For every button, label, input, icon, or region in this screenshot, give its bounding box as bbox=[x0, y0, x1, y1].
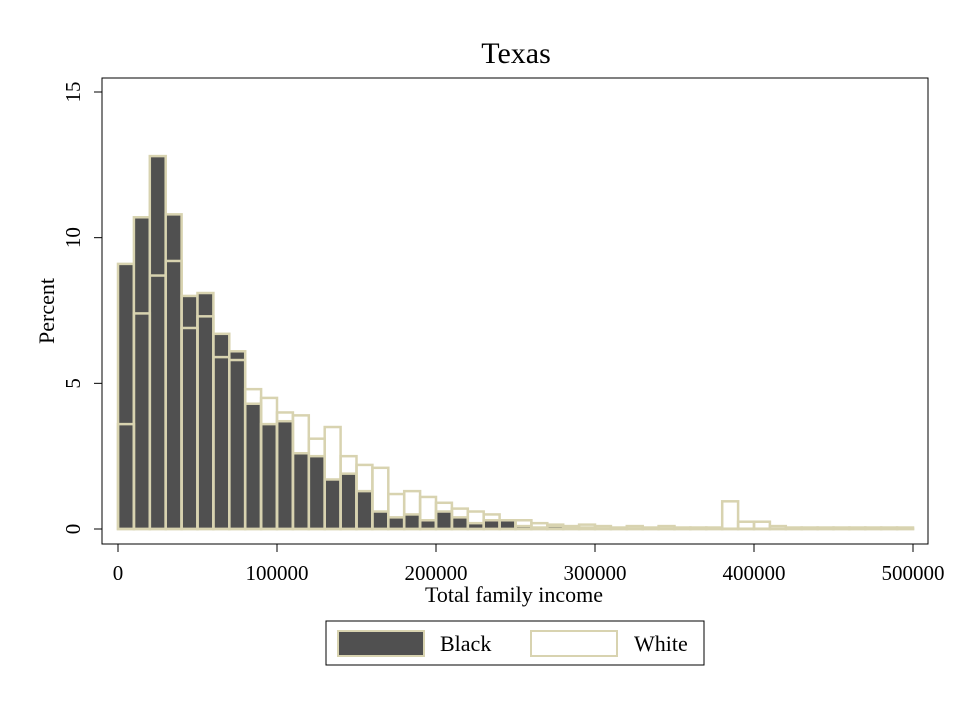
bar-black-13 bbox=[323, 478, 342, 531]
bar-white-49 bbox=[895, 526, 915, 531]
y-tick-label-0: 0 bbox=[61, 524, 85, 535]
bar-black-19 bbox=[418, 519, 438, 531]
bar-black-11 bbox=[291, 452, 311, 531]
bar-black-20 bbox=[434, 510, 454, 531]
bar-black-21 bbox=[450, 516, 470, 531]
y-tick-label-3: 15 bbox=[61, 82, 85, 103]
bar-white-31 bbox=[609, 526, 629, 531]
bar-black-10 bbox=[275, 419, 295, 531]
legend-swatch-white bbox=[530, 630, 618, 657]
bar-black-17 bbox=[387, 516, 406, 531]
bar-black-24 bbox=[498, 519, 517, 531]
y-tick-label-2: 10 bbox=[61, 227, 85, 248]
bar-white-38 bbox=[720, 500, 740, 531]
bar-white-48 bbox=[879, 526, 899, 531]
bar-white-37 bbox=[705, 526, 724, 531]
chart-title: Texas bbox=[481, 37, 551, 70]
bar-black-5 bbox=[196, 291, 215, 531]
bar-white-45 bbox=[832, 526, 851, 531]
x-tick-label-0: 0 bbox=[113, 561, 124, 585]
x-tick-label-4: 400000 bbox=[723, 561, 786, 585]
y-axis-label: Percent bbox=[34, 278, 59, 344]
bar-white-46 bbox=[848, 526, 867, 531]
y-tick-label-1: 5 bbox=[61, 378, 85, 389]
bar-black-7 bbox=[228, 350, 247, 531]
bar-black-23 bbox=[482, 519, 501, 531]
legend-swatch-black bbox=[337, 630, 425, 657]
x-axis-label: Total family income bbox=[425, 582, 603, 607]
bar-black-6 bbox=[212, 332, 231, 531]
bar-black-12 bbox=[307, 454, 326, 531]
y-axis: 0 5 10 15 bbox=[61, 82, 102, 535]
bar-black-15 bbox=[355, 489, 374, 531]
legend-label-white: White bbox=[634, 631, 688, 656]
bar-black-4 bbox=[180, 294, 199, 531]
bar-black-14 bbox=[339, 472, 358, 531]
bar-black-9 bbox=[259, 422, 279, 531]
bar-white-42 bbox=[784, 526, 803, 531]
bar-white-35 bbox=[673, 526, 692, 531]
bar-black-16 bbox=[371, 510, 390, 531]
x-tick-label-5: 500000 bbox=[882, 561, 945, 585]
legend: Black White bbox=[325, 620, 705, 666]
bar-white-33 bbox=[641, 526, 660, 531]
bar-white-44 bbox=[816, 526, 835, 531]
bar-black-1 bbox=[132, 216, 152, 531]
bar-black-8 bbox=[243, 402, 263, 531]
bar-white-36 bbox=[689, 526, 708, 531]
x-tick-label-1: 100000 bbox=[246, 561, 309, 585]
legend-label-black: Black bbox=[440, 631, 491, 656]
x-tick-label-3: 300000 bbox=[564, 561, 627, 585]
series-white-bars bbox=[116, 259, 915, 531]
bar-white-47 bbox=[864, 526, 883, 531]
x-axis: 0 100000 200000 300000 400000 500000 bbox=[113, 544, 945, 585]
bar-black-0 bbox=[116, 262, 136, 531]
x-tick-label-2: 200000 bbox=[405, 561, 468, 585]
bar-white-43 bbox=[800, 526, 819, 531]
bar-black-2 bbox=[148, 154, 167, 531]
bar-black-18 bbox=[402, 513, 422, 531]
